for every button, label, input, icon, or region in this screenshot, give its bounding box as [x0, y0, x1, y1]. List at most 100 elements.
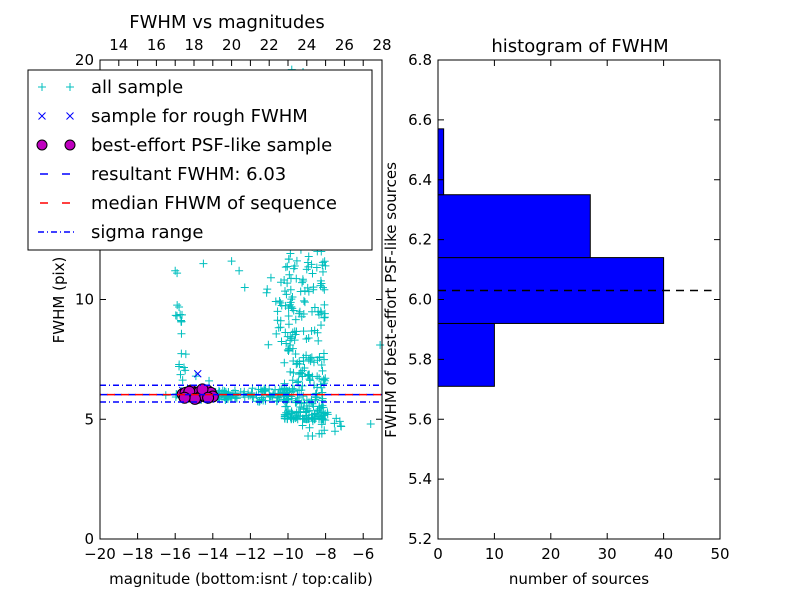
all-sample-point [304, 287, 313, 296]
histogram-xtick-label: 10 [485, 545, 504, 563]
all-sample-point [287, 413, 296, 422]
all-sample-point [366, 420, 375, 429]
legend-marker-best-effort [36, 139, 48, 151]
all-sample-point [310, 303, 319, 312]
legend-label: all sample [91, 77, 183, 98]
all-sample-point [284, 255, 293, 264]
scatter-xtick-label: −6 [352, 545, 374, 563]
scatter-xtick-label: −20 [84, 545, 116, 563]
all-sample-point [298, 278, 307, 287]
legend-marker-best-effort [64, 139, 76, 151]
all-sample-point [299, 353, 308, 362]
scatter-axes: −20 −18 −16 −14 −12 −10 −8 −6 14 16 18 20 22 24 26 28 0 5… [27, 12, 392, 588]
scatter-top-xtick-label: 20 [222, 36, 241, 54]
scatter-ytick-label: 5 [84, 410, 94, 428]
scatter-xtick-label: −14 [197, 545, 229, 563]
scatter-xtick-label: −16 [159, 545, 191, 563]
all-sample-point [305, 375, 314, 384]
all-sample-point [318, 366, 327, 375]
all-sample-point [300, 298, 309, 307]
all-sample-point [304, 370, 313, 379]
all-sample-point [286, 298, 295, 307]
all-sample-point [291, 349, 300, 358]
all-sample-point [312, 263, 321, 272]
all-sample-point [308, 399, 317, 408]
all-sample-point [277, 337, 286, 346]
histogram-bar [437, 322, 495, 387]
all-sample-point [311, 409, 320, 418]
histogram-ytick-label: 6.0 [408, 291, 432, 309]
histogram-xtick-label: 30 [598, 545, 617, 563]
all-sample-point [303, 283, 312, 292]
all-sample-point [247, 389, 256, 398]
all-sample-point [265, 391, 274, 400]
scatter-top-xtick-label: 22 [260, 36, 279, 54]
rough-sample-point [193, 369, 202, 378]
all-sample-point [331, 427, 339, 436]
all-sample-point [281, 402, 290, 411]
all-sample-point [290, 261, 299, 270]
histogram-bar [437, 194, 591, 259]
histogram-ytick-label: 6.8 [408, 51, 432, 69]
all-sample-point [280, 276, 289, 285]
scatter-top-xtick-label: 18 [184, 36, 203, 54]
all-sample-point [286, 336, 295, 345]
all-sample-point [317, 308, 326, 317]
all-sample-point [173, 301, 182, 310]
all-sample-point [320, 300, 329, 309]
scatter-ticks: −20 −18 −16 −14 −12 −10 −8 −6 14 16 18 20 22 24 26 28 0 5… [75, 36, 392, 563]
all-sample-point [275, 297, 284, 306]
all-sample-point [256, 385, 265, 394]
legend-marker-rough-sample [38, 112, 46, 120]
scatter-xtick-label: −18 [122, 545, 154, 563]
all-sample-point [177, 329, 186, 338]
all-sample-point [280, 414, 289, 423]
all-sample-point [313, 372, 322, 381]
all-sample-point [286, 249, 295, 258]
legend-label: best-effort PSF-like sample [91, 135, 332, 156]
all-sample-point [309, 283, 318, 292]
all-sample-point [317, 420, 326, 429]
all-sample-point [175, 362, 184, 371]
scatter-legend: all sample sample for rough FWHM best-effo… [27, 69, 373, 251]
all-sample-point [315, 404, 324, 413]
legend-marker-all-sample [66, 83, 74, 91]
scatter-top-xtick-label: 28 [372, 36, 391, 54]
scatter-title: FWHM vs magnitudes [129, 12, 324, 33]
histogram-xtick-label: 20 [541, 545, 560, 563]
histogram-xtick-label: 50 [710, 545, 729, 563]
all-sample-point [287, 392, 296, 401]
all-sample-point [320, 285, 329, 294]
all-sample-point [308, 417, 317, 426]
scatter-ytick-label: 20 [75, 51, 94, 69]
all-sample-point [314, 336, 323, 345]
legend-label: sigma range [91, 222, 203, 243]
all-sample-point [307, 326, 316, 335]
scatter-xlabel: magnitude (bottom:isnt / top:calib) [109, 570, 373, 588]
histogram-title: histogram of FWHM [491, 36, 668, 57]
all-sample-point [304, 252, 313, 261]
histogram-ytick-label: 6.2 [408, 231, 432, 249]
all-sample-point [171, 311, 180, 320]
all-sample-point [318, 267, 327, 276]
histogram-ticks: 0 10 20 30 40 50 5.2 5.4 5.6 5.8 6.0 6.2 6.4 6.6 6.8 [408, 51, 729, 563]
all-sample-point [292, 256, 301, 265]
histogram-bar [437, 128, 445, 196]
all-sample-point [320, 313, 329, 322]
histogram-xtick-label: 0 [433, 545, 443, 563]
all-sample-point [294, 377, 303, 386]
scatter-top-xtick-label: 24 [297, 36, 316, 54]
all-sample-point [273, 396, 282, 405]
all-sample-point [306, 376, 315, 385]
all-sample-point [292, 408, 301, 417]
all-sample-point [318, 396, 327, 405]
scatter-xtick-label: −10 [272, 545, 304, 563]
all-sample-point [320, 376, 329, 385]
histogram-ytick-label: 6.6 [408, 111, 432, 129]
histogram-xlabel: number of sources [509, 570, 649, 588]
all-sample-point [281, 263, 290, 272]
histogram-axes: 0 10 20 30 40 50 5.2 5.4 5.6 5.8 6.0 6.2 6.4 6.6 6.8 h… [382, 36, 730, 588]
all-sample-point [286, 285, 295, 294]
all-sample-point [303, 404, 312, 413]
histogram-ytick-label: 5.4 [408, 470, 432, 488]
